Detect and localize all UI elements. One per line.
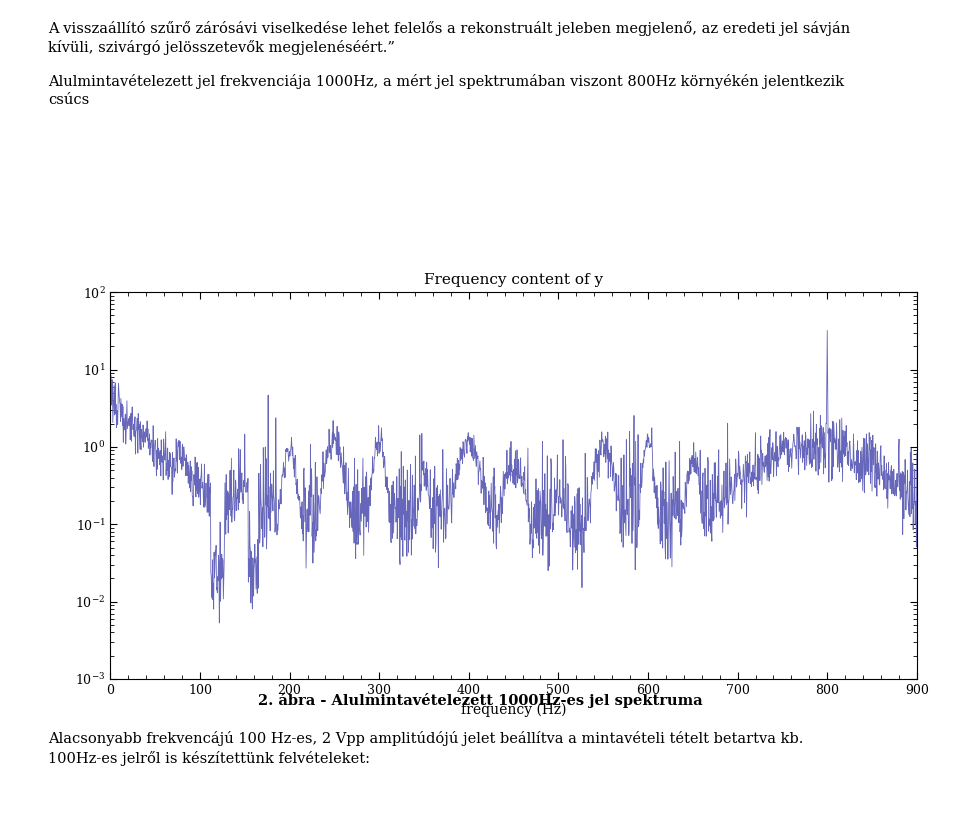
Text: kívüli, szivárgó jelösszetevők megjelenéséért.”: kívüli, szivárgó jelösszetevők megjelené… <box>48 40 395 54</box>
Text: 2. ábra - Alulmintavételezett 1000Hz-es jel spektruma: 2. ábra - Alulmintavételezett 1000Hz-es … <box>257 693 703 708</box>
Title: Frequency content of y: Frequency content of y <box>424 273 603 287</box>
Text: Alulmintavételezett jel frekvenciája 1000Hz, a mért jel spektrumában viszont 800: Alulmintavételezett jel frekvenciája 100… <box>48 74 844 89</box>
Text: Alacsonyabb frekvencájú 100 Hz-es, 2 Vpp amplitúdójú jelet beállítva a mintavéte: Alacsonyabb frekvencájú 100 Hz-es, 2 Vpp… <box>48 731 804 746</box>
X-axis label: frequency (Hz): frequency (Hz) <box>461 702 566 717</box>
Text: csúcs: csúcs <box>48 93 89 107</box>
Text: A visszaállító szűrő zárósávi viselkedése lehet felelős a rekonstruált jeleben m: A visszaállító szűrő zárósávi viselkedés… <box>48 21 851 35</box>
Text: 100Hz-es jelről is készítettünk felvételeket:: 100Hz-es jelről is készítettünk felvétel… <box>48 751 370 765</box>
